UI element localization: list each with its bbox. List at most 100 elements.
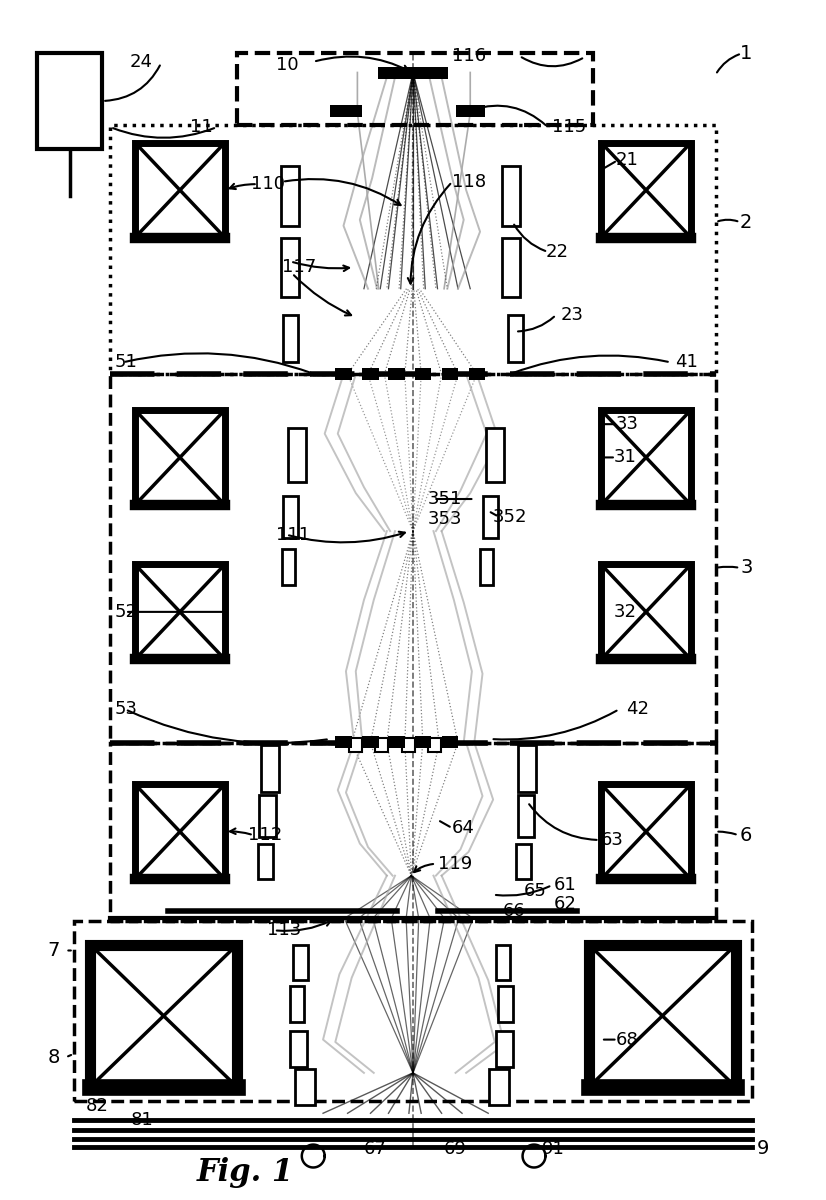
Text: 91: 91	[542, 1140, 565, 1158]
Bar	[498, 986, 513, 1021]
Bar	[496, 944, 510, 980]
Text: 111: 111	[276, 526, 310, 544]
Text: 7: 7	[47, 941, 59, 960]
Bar	[261, 745, 279, 792]
Bar	[601, 564, 691, 660]
Bar	[480, 548, 493, 584]
Bar	[282, 238, 299, 298]
Bar	[518, 796, 534, 838]
Text: 352: 352	[493, 508, 528, 526]
Bar	[335, 736, 352, 748]
Bar	[401, 738, 415, 752]
Bar	[283, 314, 297, 362]
Bar	[516, 844, 531, 880]
Text: 115: 115	[552, 118, 586, 136]
Text: 51: 51	[115, 353, 137, 371]
Bar	[363, 367, 378, 379]
Text: 63: 63	[601, 830, 624, 848]
Bar	[111, 743, 715, 920]
Text: 24: 24	[130, 53, 153, 71]
Text: 1: 1	[740, 44, 752, 62]
Bar	[496, 1031, 513, 1067]
Bar	[601, 410, 691, 505]
Bar	[442, 367, 458, 379]
Text: 353: 353	[428, 510, 463, 528]
Bar	[415, 736, 431, 748]
Bar	[335, 367, 352, 379]
Text: 82: 82	[86, 1097, 109, 1115]
Bar	[363, 736, 378, 748]
Text: 67: 67	[364, 1140, 387, 1158]
Bar	[135, 784, 225, 880]
Text: 42: 42	[625, 701, 648, 719]
Bar	[589, 944, 736, 1087]
Bar	[259, 844, 273, 880]
Bar	[135, 143, 225, 238]
Bar	[330, 106, 363, 118]
Bar	[378, 67, 448, 79]
Text: 22: 22	[545, 242, 568, 260]
Text: 9: 9	[757, 1140, 769, 1158]
Text: 8: 8	[47, 1048, 59, 1067]
Text: 31: 31	[614, 449, 636, 467]
Text: 116: 116	[453, 47, 487, 65]
Text: 68: 68	[615, 1031, 638, 1049]
Bar	[74, 920, 752, 1102]
Bar	[111, 374, 715, 743]
Text: 119: 119	[438, 854, 472, 872]
Text: 23: 23	[560, 306, 583, 324]
Bar	[135, 564, 225, 660]
Text: Fig. 1: Fig. 1	[197, 1157, 294, 1188]
Bar	[290, 986, 304, 1021]
Bar	[388, 367, 405, 379]
Bar	[349, 738, 363, 752]
Text: 41: 41	[675, 353, 697, 371]
Bar	[502, 167, 520, 226]
Text: 2: 2	[740, 212, 752, 232]
Text: 69: 69	[444, 1140, 467, 1158]
Text: 118: 118	[453, 173, 487, 191]
Bar	[601, 784, 691, 880]
Bar	[295, 1069, 316, 1105]
Bar	[456, 106, 485, 118]
Text: 33: 33	[615, 415, 638, 433]
Text: 53: 53	[115, 701, 138, 719]
Bar	[135, 410, 225, 505]
Bar	[601, 143, 691, 238]
Text: 21: 21	[615, 151, 638, 169]
Bar	[375, 738, 388, 752]
Bar	[283, 496, 297, 538]
Text: 81: 81	[131, 1111, 154, 1129]
Text: 11: 11	[190, 118, 212, 136]
Text: 65: 65	[524, 882, 546, 900]
Bar	[442, 736, 458, 748]
Text: 117: 117	[282, 258, 316, 276]
Bar	[288, 428, 306, 481]
Bar	[282, 167, 299, 226]
Bar	[489, 1069, 509, 1105]
Text: 52: 52	[115, 602, 138, 620]
Text: 61: 61	[553, 876, 577, 894]
Text: 113: 113	[268, 922, 301, 940]
Bar	[508, 314, 523, 362]
Text: 110: 110	[251, 175, 285, 193]
Bar	[37, 54, 102, 149]
Text: 66: 66	[503, 902, 525, 920]
Bar	[502, 238, 520, 298]
Text: 351: 351	[428, 490, 462, 508]
Text: 3: 3	[740, 558, 752, 577]
Text: 64: 64	[453, 820, 475, 838]
Bar	[519, 745, 536, 792]
Bar	[388, 736, 405, 748]
Bar	[292, 944, 307, 980]
Text: 32: 32	[614, 602, 636, 620]
Bar	[483, 496, 498, 538]
Bar	[111, 125, 715, 374]
Text: 62: 62	[553, 895, 577, 913]
Bar	[428, 738, 441, 752]
Bar	[468, 367, 485, 379]
Bar	[90, 944, 237, 1087]
Text: 10: 10	[276, 56, 298, 74]
Bar	[415, 367, 431, 379]
Bar	[282, 548, 295, 584]
